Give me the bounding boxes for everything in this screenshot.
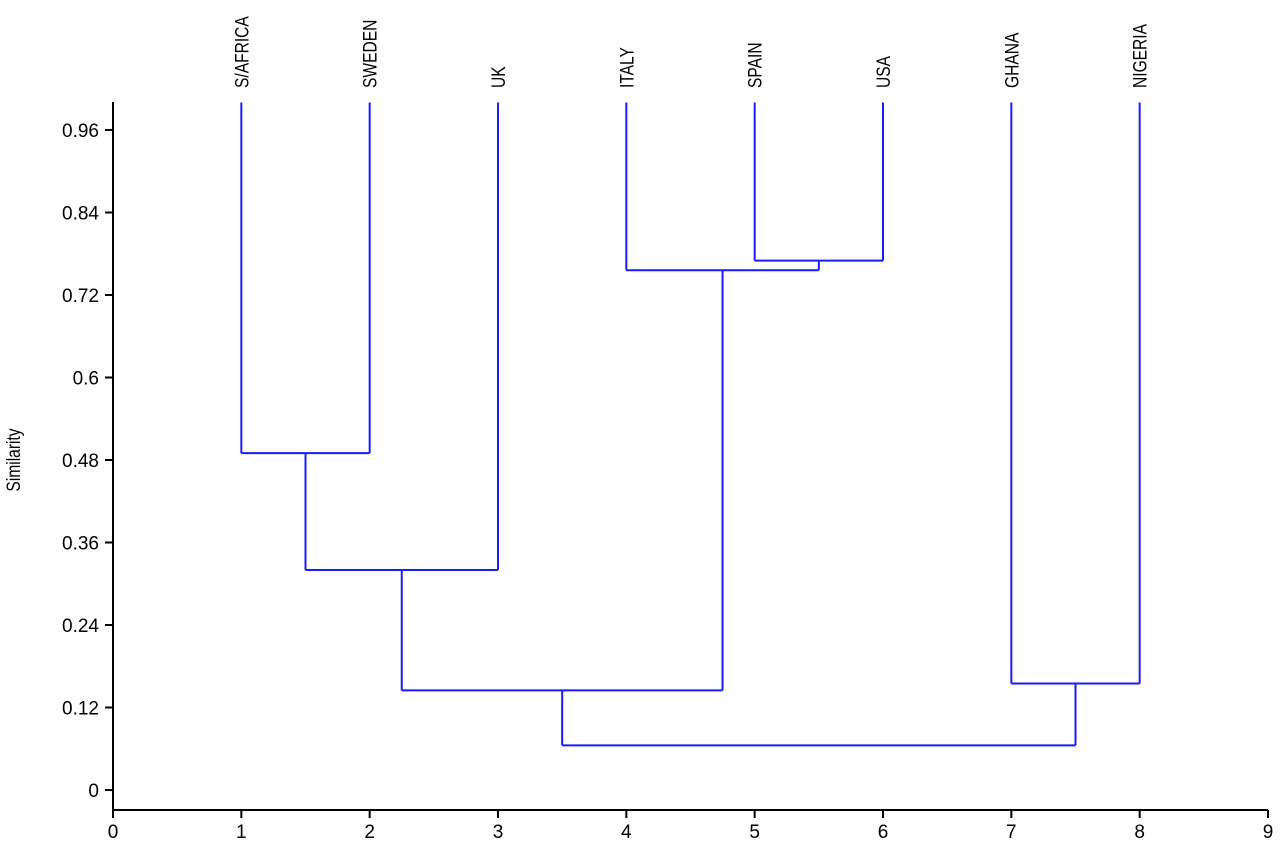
dendrogram-tree (240, 102, 1141, 747)
x-tick-label: 1 (236, 822, 247, 843)
y-tick-label: 0.48 (62, 451, 99, 472)
x-tick-label: 5 (749, 822, 760, 843)
leaf-label: GHANA (1001, 32, 1023, 88)
x-tick-label: 6 (878, 822, 889, 843)
x-tick-label: 3 (493, 822, 504, 843)
y-tick-label: 0.12 (62, 699, 99, 720)
y-tick-label: 0.36 (62, 534, 99, 555)
leaf-labels: S/AFRICA SWEDEN UK ITALY SPAIN USA GHANA NIGERI… (231, 16, 1151, 88)
leaf-label: S/AFRICA (231, 16, 253, 88)
x-tick-label: 4 (621, 822, 632, 843)
y-tick-label: 0.84 (62, 204, 99, 225)
x-tick-label: 2 (364, 822, 375, 843)
y-tick-label: 0.96 (62, 121, 99, 142)
y-tick-label: 0.6 (73, 369, 99, 390)
leaf-label: UK (488, 66, 510, 88)
y-axis-ticks: 0 0.12 0.24 0.36 0.48 0.6 0.72 0.84 0.96 (62, 121, 113, 802)
y-axis-title: Similarity (3, 428, 25, 491)
x-tick-label: 9 (1263, 822, 1274, 843)
x-tick-label: 8 (1134, 822, 1145, 843)
x-tick-label: 0 (108, 822, 119, 843)
leaf-label: SWEDEN (359, 20, 381, 88)
leaf-label: SPAIN (744, 42, 766, 88)
leaf-label: NIGERIA (1129, 24, 1151, 88)
leaf-label: ITALY (616, 47, 638, 88)
y-tick-label: 0 (88, 781, 99, 802)
y-tick-label: 0.72 (62, 286, 99, 307)
x-tick-label: 7 (1006, 822, 1017, 843)
y-tick-label: 0.24 (62, 616, 99, 637)
leaf-label: USA (873, 56, 895, 88)
axes (112, 102, 1268, 811)
x-axis-ticks: 0 1 2 3 4 5 6 7 8 9 (108, 810, 1274, 843)
